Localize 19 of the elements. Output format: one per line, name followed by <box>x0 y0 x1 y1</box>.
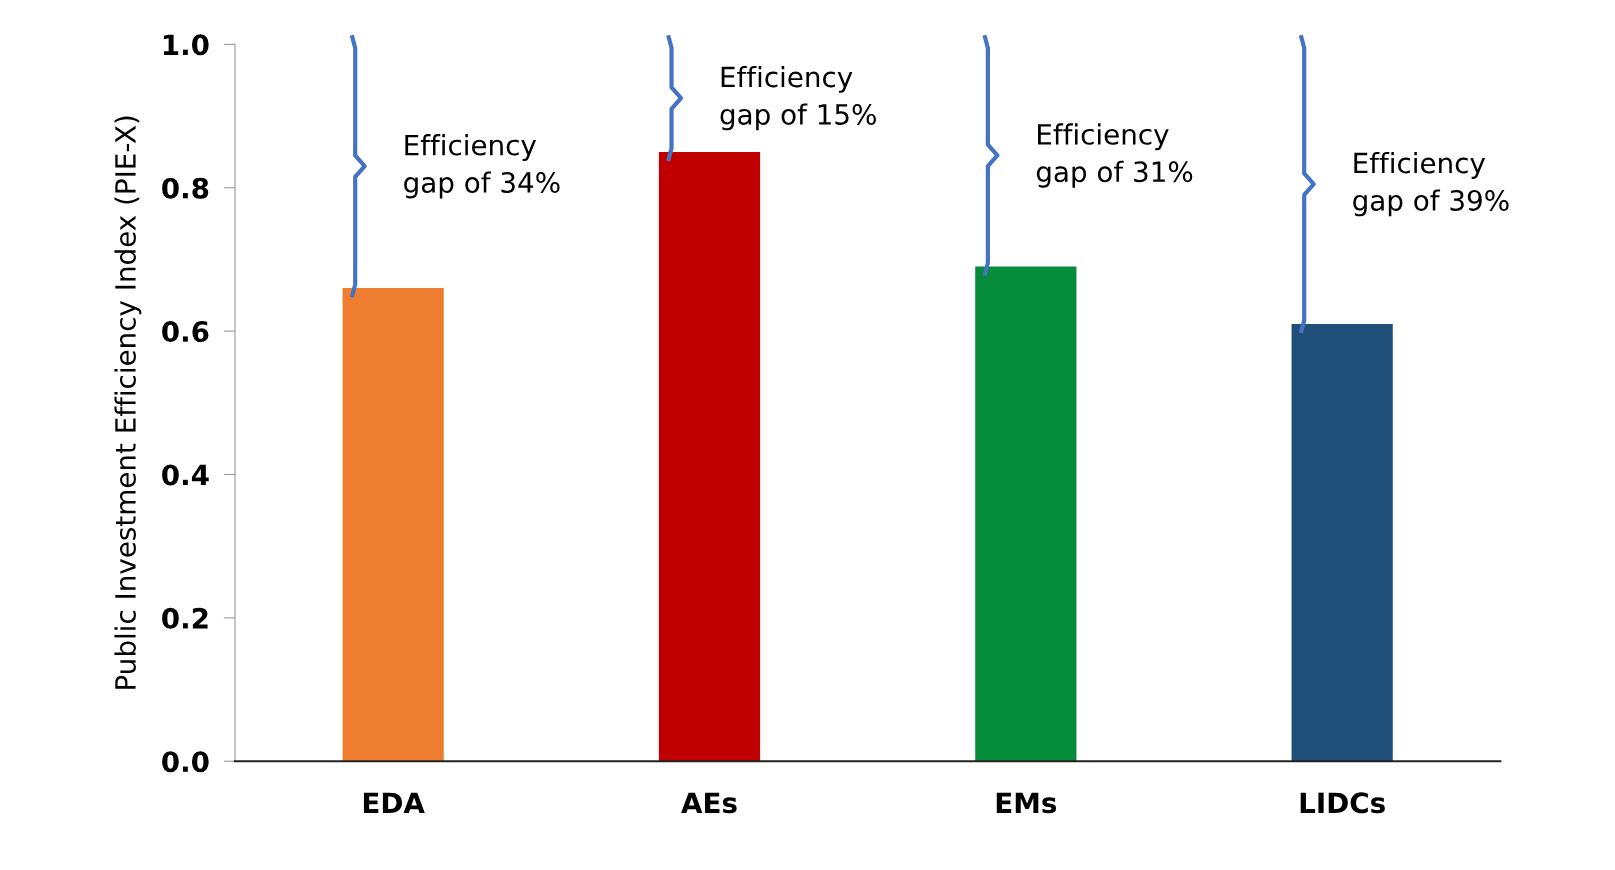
x-tick-label: LIDCs <box>1300 792 1385 814</box>
annotation: Efficiency gap of 34% <box>404 134 560 199</box>
bar <box>658 151 761 762</box>
x-tick-label: AEs <box>681 792 737 814</box>
bar <box>1291 323 1393 762</box>
annotation: Efficiency gap of 31% <box>1036 123 1193 188</box>
x-tick-label: EMs <box>996 792 1057 814</box>
y-tick-label: 1.0 <box>163 34 209 56</box>
x-tick-label: EDA <box>363 792 425 813</box>
bar <box>975 266 1077 762</box>
y-tick-label: 0.2 <box>162 607 208 629</box>
y-tick-label: 0.6 <box>162 321 209 343</box>
y-tick-label: 0.0 <box>162 751 209 773</box>
y-tick-label: 0.4 <box>162 464 209 486</box>
annotation: Efficiency gap of 15% <box>720 65 876 131</box>
annotation: Efficiency gap of 39% <box>1353 152 1509 217</box>
bar <box>342 288 444 762</box>
y-axis-title: Public Investment Efficiency Index (PIE-X) <box>114 116 142 689</box>
y-tick-label: 0.8 <box>162 177 209 199</box>
